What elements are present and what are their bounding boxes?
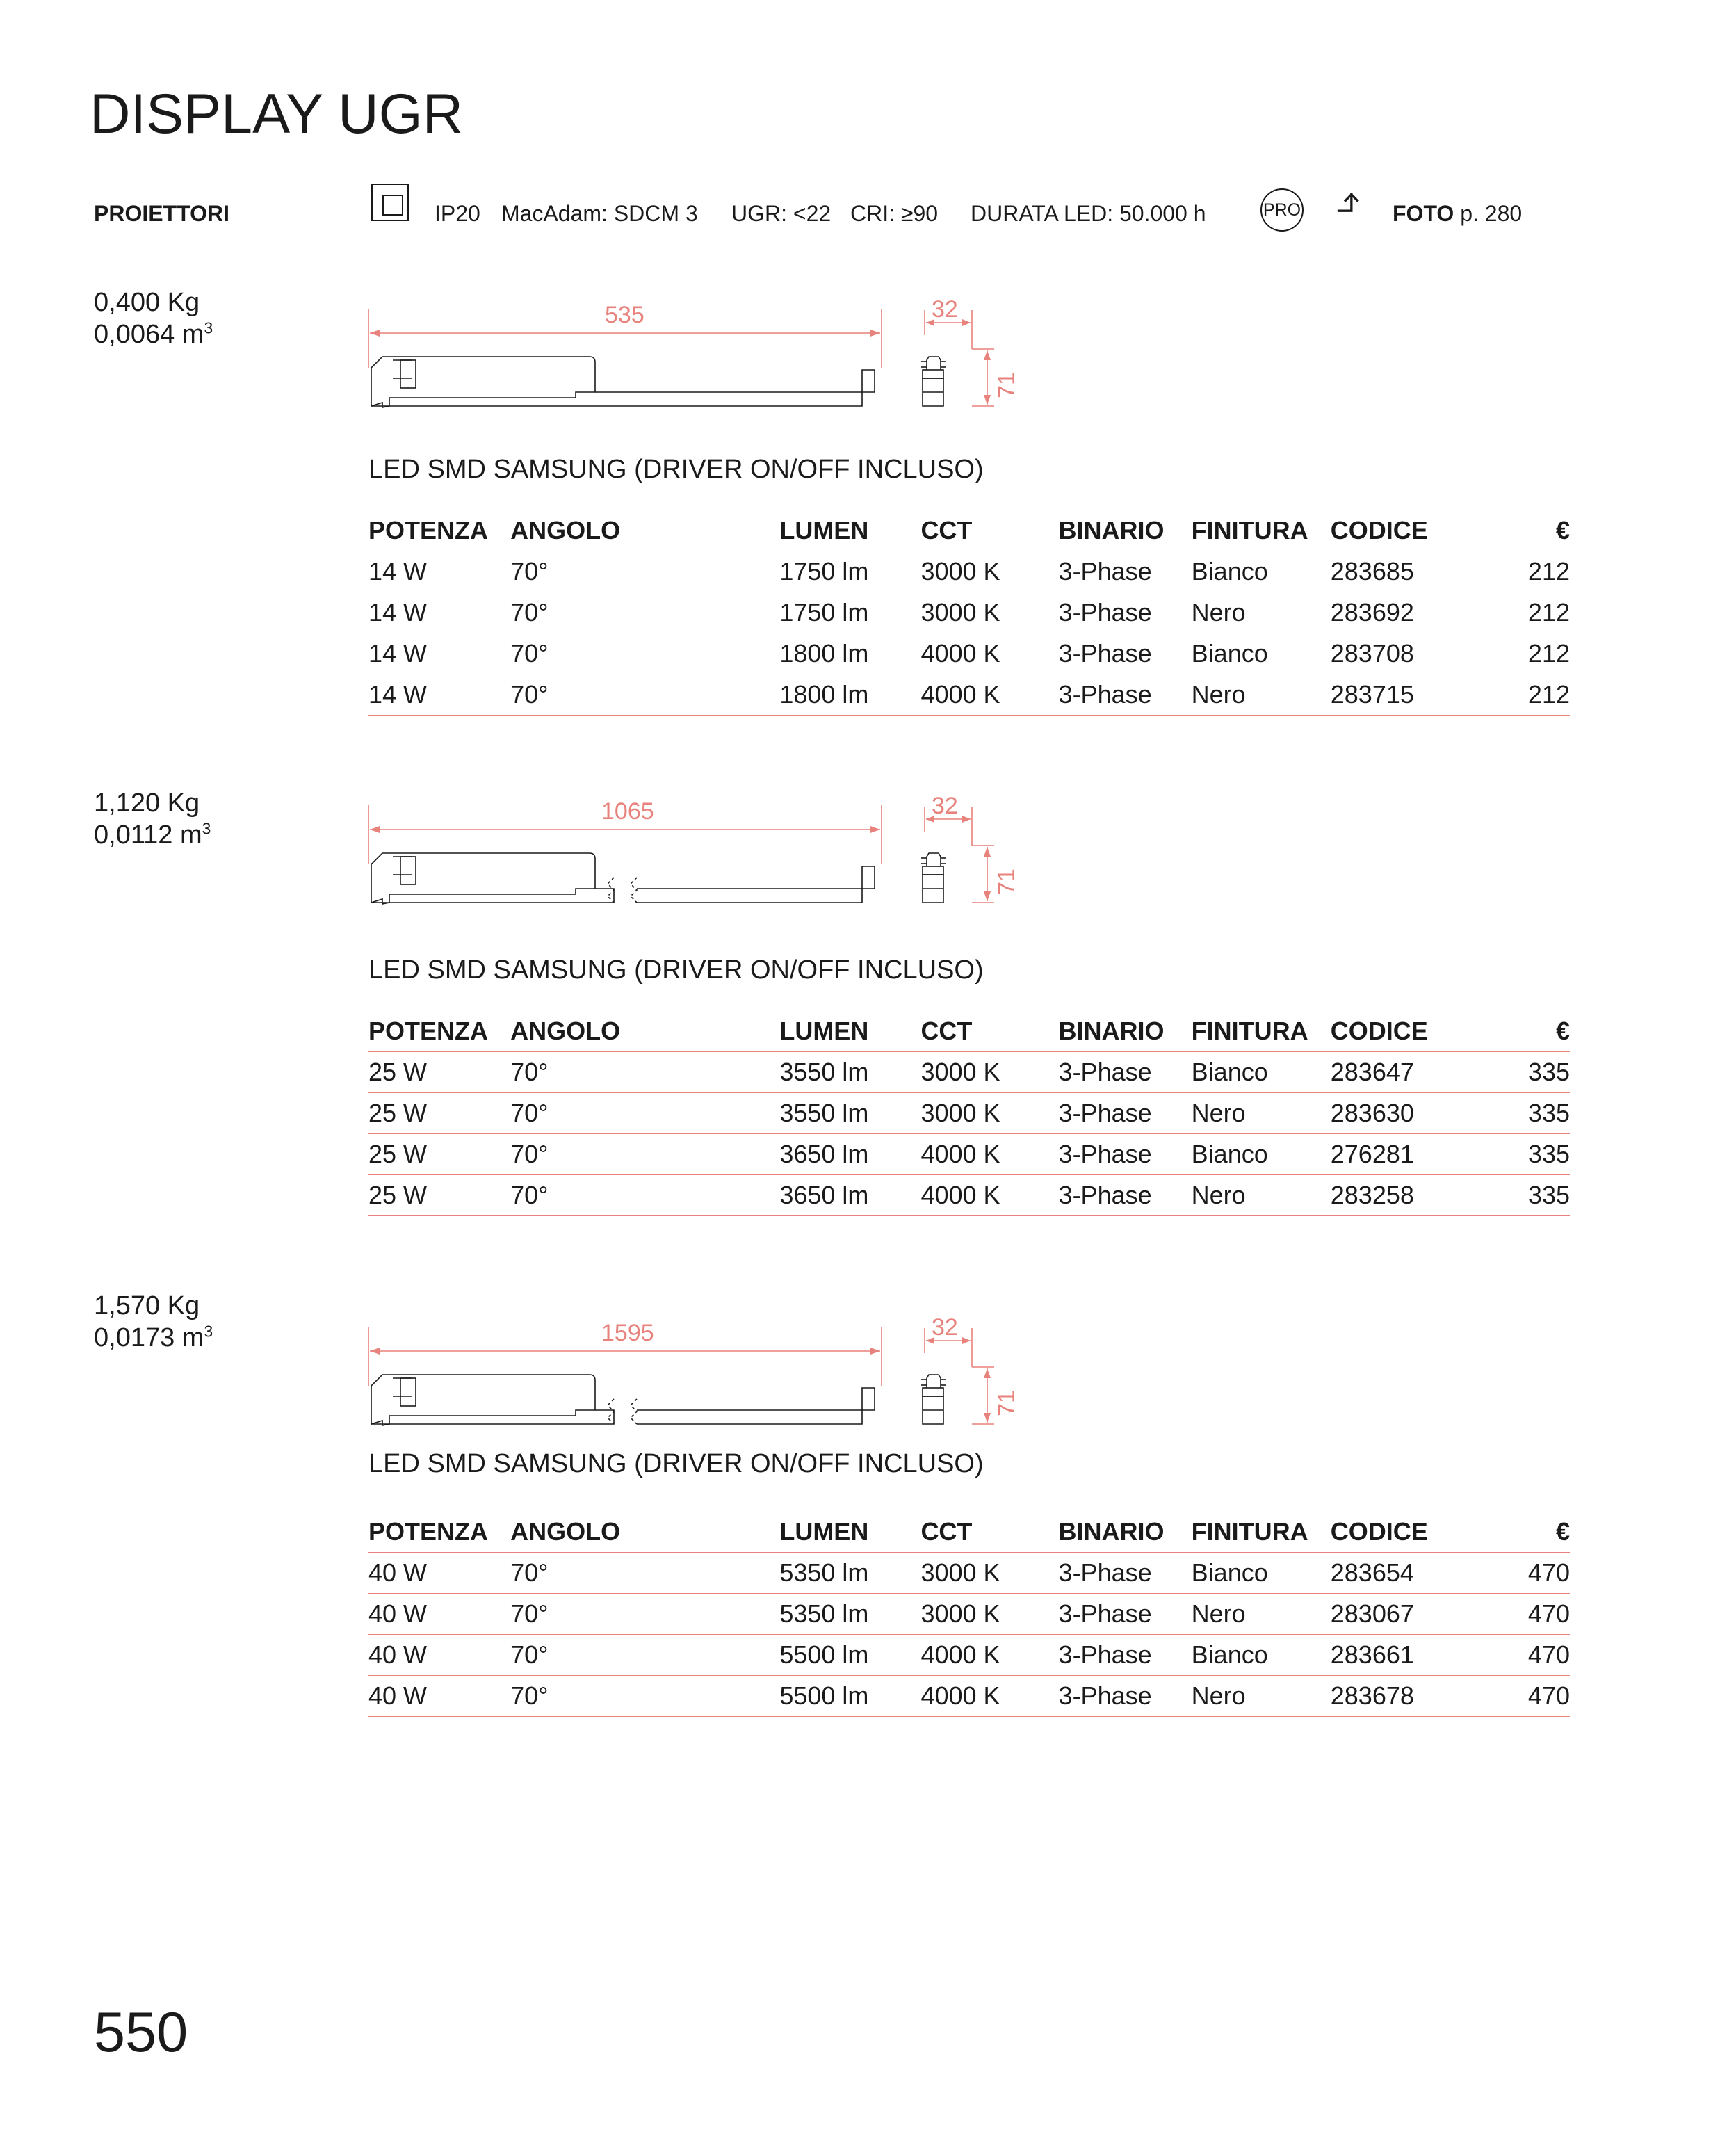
svg-text:71: 71 [993,1390,1020,1416]
svg-text:1595: 1595 [601,1320,654,1346]
svg-text:1065: 1065 [601,798,654,825]
svg-text:32: 32 [932,1314,958,1341]
svg-text:32: 32 [932,793,958,819]
svg-text:32: 32 [932,296,958,323]
svg-text:535: 535 [605,302,644,328]
svg-text:71: 71 [993,868,1020,895]
svg-text:71: 71 [993,372,1020,398]
